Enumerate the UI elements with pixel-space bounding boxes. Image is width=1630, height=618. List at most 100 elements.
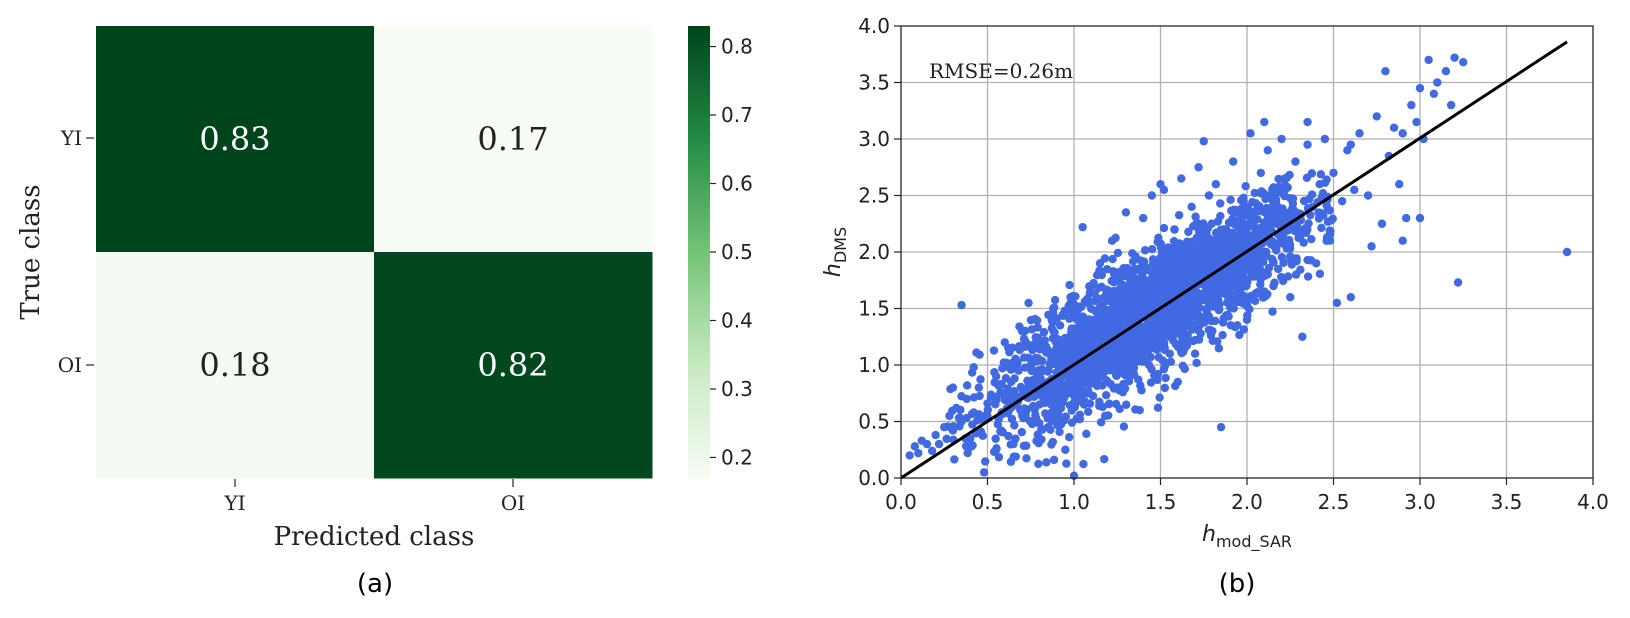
colorbar-tick-label: 0.3 — [721, 377, 753, 401]
scatter-xtick-label: 4.0 — [1577, 490, 1609, 514]
scatter-point — [1226, 321, 1235, 330]
heatmap-xlabel: Predicted class — [274, 522, 475, 552]
scatter-point — [978, 431, 987, 440]
scatter-point — [1262, 203, 1271, 213]
scatter-point — [981, 457, 990, 466]
scatter-point — [1159, 342, 1169, 352]
scatter-point — [1066, 330, 1075, 340]
scatter-point — [997, 426, 1006, 435]
scatter-point — [1213, 233, 1222, 242]
heatmap-cell-value: 0.18 — [199, 346, 270, 384]
scatter-point — [1156, 180, 1165, 189]
scatter-point — [1112, 311, 1121, 321]
scatter-ylabel: hDMS — [821, 227, 850, 277]
scatter-point — [1104, 309, 1113, 319]
scatter-point — [983, 405, 993, 414]
scatter-xtick-label: 1.5 — [1145, 490, 1177, 514]
heatmap-xtick-label-0: YI — [223, 491, 245, 515]
scatter-point — [1049, 304, 1058, 313]
scatter-point — [1135, 406, 1144, 415]
scatter-point — [1286, 293, 1295, 302]
scatter-point — [1095, 259, 1105, 268]
scatter-point — [1074, 391, 1084, 401]
scatter-point — [1082, 323, 1092, 332]
scatter-point — [1138, 357, 1147, 366]
scatter-point — [1222, 250, 1231, 260]
scatter-point — [1119, 264, 1128, 273]
scatter-point — [1147, 244, 1157, 254]
scatter-point — [1066, 340, 1076, 349]
scatter-point — [1303, 255, 1312, 265]
scatter-point — [968, 420, 977, 429]
scatter-point — [914, 448, 923, 458]
scatter-point — [1263, 146, 1272, 155]
scatter-point — [1160, 309, 1169, 318]
scatter-point — [1107, 236, 1117, 245]
scatter-point — [1145, 342, 1154, 351]
scatter-point — [1398, 129, 1407, 138]
scatter-point — [1216, 422, 1226, 432]
scatter-point — [1006, 377, 1016, 387]
scatter-xtick-label: 2.5 — [1318, 490, 1350, 514]
scatter-point — [1155, 393, 1164, 402]
scatter-point — [1256, 168, 1266, 178]
scatter-point — [1108, 327, 1118, 337]
scatter-ytick-label: 1.0 — [858, 353, 890, 377]
scatter-point — [969, 363, 978, 372]
scatter-point — [1172, 339, 1182, 349]
scatter-point — [1156, 253, 1165, 262]
scatter-point — [1285, 252, 1295, 261]
scatter-point — [1126, 353, 1135, 363]
scatter-point — [969, 408, 978, 417]
scatter-point — [1075, 410, 1085, 419]
scatter-point — [1268, 213, 1278, 223]
scatter-point — [952, 403, 961, 413]
scatter-ytick-label: 2.0 — [858, 240, 890, 264]
scatter-point — [1216, 199, 1225, 208]
scatter-point — [1020, 404, 1029, 413]
scatter-point — [1246, 251, 1255, 261]
colorbar-tick-label: 0.2 — [721, 445, 753, 469]
scatter-point — [1082, 373, 1091, 383]
scatter-point — [1263, 270, 1272, 279]
scatter-point — [1043, 413, 1052, 423]
scatter-point — [1079, 459, 1088, 469]
scatter-point — [1112, 275, 1122, 284]
scatter-point — [1146, 378, 1156, 387]
scatter-xlabel-main: h — [1202, 522, 1216, 547]
scatter-point — [1024, 298, 1033, 308]
scatter-point — [1095, 397, 1104, 407]
scatter-xtick-label: 1.0 — [1058, 490, 1090, 514]
scatter-point — [1184, 227, 1193, 237]
scatter-point — [1298, 332, 1307, 341]
colorbar — [688, 26, 710, 478]
scatter-point — [1190, 291, 1199, 300]
scatter-point — [1136, 381, 1145, 390]
scatter-point — [1100, 295, 1109, 304]
scatter-point — [1119, 365, 1128, 374]
scatter-point — [1021, 342, 1030, 351]
scatter-point — [1049, 326, 1058, 336]
colorbar-tick-label: 0.8 — [721, 35, 753, 59]
scatter-point — [1226, 279, 1235, 289]
scatter-point — [1215, 300, 1224, 309]
colorbar-ticks: 0.2 0.3 0.4 0.5 0.6 0.7 0.8 — [710, 35, 753, 469]
scatter-point — [1273, 264, 1283, 274]
scatter-point — [1108, 267, 1118, 276]
scatter-point — [1043, 422, 1053, 432]
scatter-point — [1256, 280, 1265, 289]
scatter-point — [991, 445, 1001, 454]
scatter-point — [1255, 201, 1264, 211]
scatter-point — [1160, 358, 1170, 367]
scatter-point — [1011, 393, 1020, 402]
scatter-point — [1337, 196, 1347, 206]
heatmap-cell — [96, 26, 375, 253]
scatter-point — [1199, 137, 1208, 146]
scatter-point — [1257, 249, 1266, 258]
scatter-point — [957, 300, 966, 310]
scatter-point — [1119, 422, 1129, 431]
scatter-point — [1001, 359, 1010, 368]
scatter-point — [1303, 272, 1313, 281]
scatter-point — [1028, 401, 1038, 411]
